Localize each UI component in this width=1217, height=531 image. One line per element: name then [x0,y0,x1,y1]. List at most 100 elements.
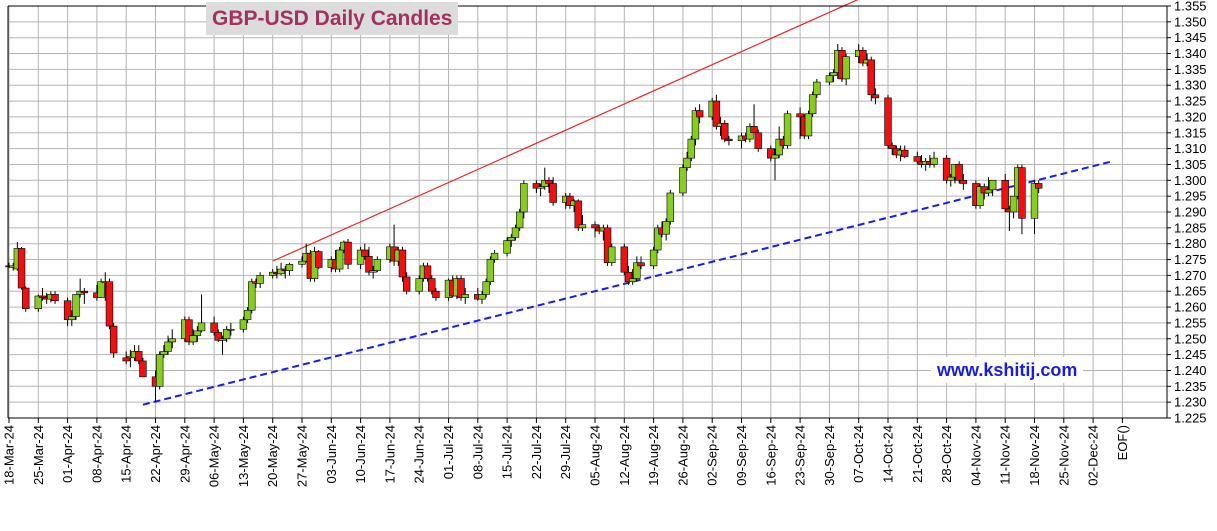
candle-up [783,113,792,146]
candle-up [654,227,662,251]
candle-down [796,113,804,118]
candle-up [687,138,695,159]
candle-up [628,278,637,283]
x-tick-label: 25-Nov-24 [1056,425,1071,486]
candle-up [825,75,834,83]
x-tick-label: 18-Mar-24 [2,425,17,485]
candle-up [222,328,231,340]
candle-up [335,249,344,270]
candle-up [775,138,783,156]
candle-down [122,357,130,362]
x-tick-label: 16-Sep-24 [763,425,778,486]
trendline-lower [142,160,1111,406]
candle-up [486,259,495,283]
candle-up [168,338,176,343]
x-tick-label: 11-Nov-24 [998,425,1013,485]
x-tick-label: 29-Jul-24 [558,425,573,479]
candle-up [197,322,206,332]
candle-down [1034,183,1043,189]
candle-up [34,295,43,309]
candle-up [520,183,528,213]
candle-down [402,276,411,292]
candle-down [185,319,193,343]
candle-up [285,263,294,271]
watermark-text: www.kshitij.com [931,357,1084,383]
x-tick-label: 17-Jun-24 [382,425,397,484]
candle-up [988,180,997,191]
y-tick-label: 1.250 [1174,331,1207,346]
candle-down [750,126,758,134]
x-tick-label: 05-Aug-24 [588,425,603,486]
candle-up [369,270,377,273]
axis-layer: 1.2251.2301.2351.2401.2451.2501.2551.260… [2,0,1207,487]
candle-down [549,183,557,203]
trendline-upper [272,0,859,262]
candle-down [725,138,733,141]
candle-up [97,281,105,298]
candle-down [532,183,541,189]
y-tick-label: 1.335 [1174,62,1207,77]
x-tick-label: 15-Jul-24 [500,425,515,479]
candle-up [515,211,524,229]
candle-up [947,176,955,181]
y-tick-label: 1.260 [1174,300,1207,315]
candle-up [356,249,365,265]
candle-down [620,246,629,273]
candle-up [842,56,850,80]
x-tick-label: 08-Apr-24 [89,425,104,483]
candle-up [976,186,984,206]
x-tick-label: 15-Apr-24 [119,425,134,483]
candle-up [277,268,285,275]
y-tick-label: 1.300 [1174,173,1207,188]
candle-up [829,72,838,77]
candle-down [767,148,775,159]
candle-up [679,167,687,194]
candle-up [490,252,499,260]
chart-title: GBP-USD Daily Candles [206,2,459,35]
y-tick-label: 1.305 [1174,157,1207,172]
candle-up [691,110,700,140]
candle-down [51,294,59,302]
candle-down [38,295,47,298]
candle-up [482,281,490,295]
candle-down [637,262,645,267]
candle-up [662,221,670,235]
candle-up [256,275,264,284]
y-tick-label: 1.225 [1174,411,1207,426]
candle-up [373,259,382,271]
y-tick-label: 1.350 [1174,14,1207,29]
y-tick-label: 1.310 [1174,141,1207,156]
candle-down [361,249,369,257]
y-tick-label: 1.290 [1174,205,1207,220]
y-tick-label: 1.280 [1174,236,1207,251]
candle-up [649,249,658,267]
candle-down [859,50,867,64]
candle-down [457,278,465,298]
candle-down [867,59,875,96]
candle-down [574,200,582,229]
candle-up [813,81,821,96]
candle-down [624,271,633,283]
y-tick-label: 1.355 [1174,0,1207,14]
candle-down [959,180,968,184]
y-tick-label: 1.270 [1174,268,1207,283]
x-tick-label: 20-May-24 [265,425,280,487]
candle-down [888,145,896,149]
candle-down [1018,167,1026,219]
candle-layer [5,44,1043,403]
candle-down [545,180,553,184]
candle-up [984,189,993,194]
candle-down [109,325,118,354]
x-tick-label: 06-May-24 [207,425,222,487]
candle-down [214,332,222,341]
candle-down [135,351,143,362]
x-tick-label: 13-May-24 [236,425,251,487]
candle-down [754,132,762,149]
x-tick-label: 12-Aug-24 [617,425,632,486]
x-tick-label: 21-Oct-24 [910,425,925,483]
y-tick-label: 1.295 [1174,189,1207,204]
x-tick-label: 22-Jul-24 [529,425,544,479]
candle-up [155,354,164,387]
candle-up [804,113,813,137]
